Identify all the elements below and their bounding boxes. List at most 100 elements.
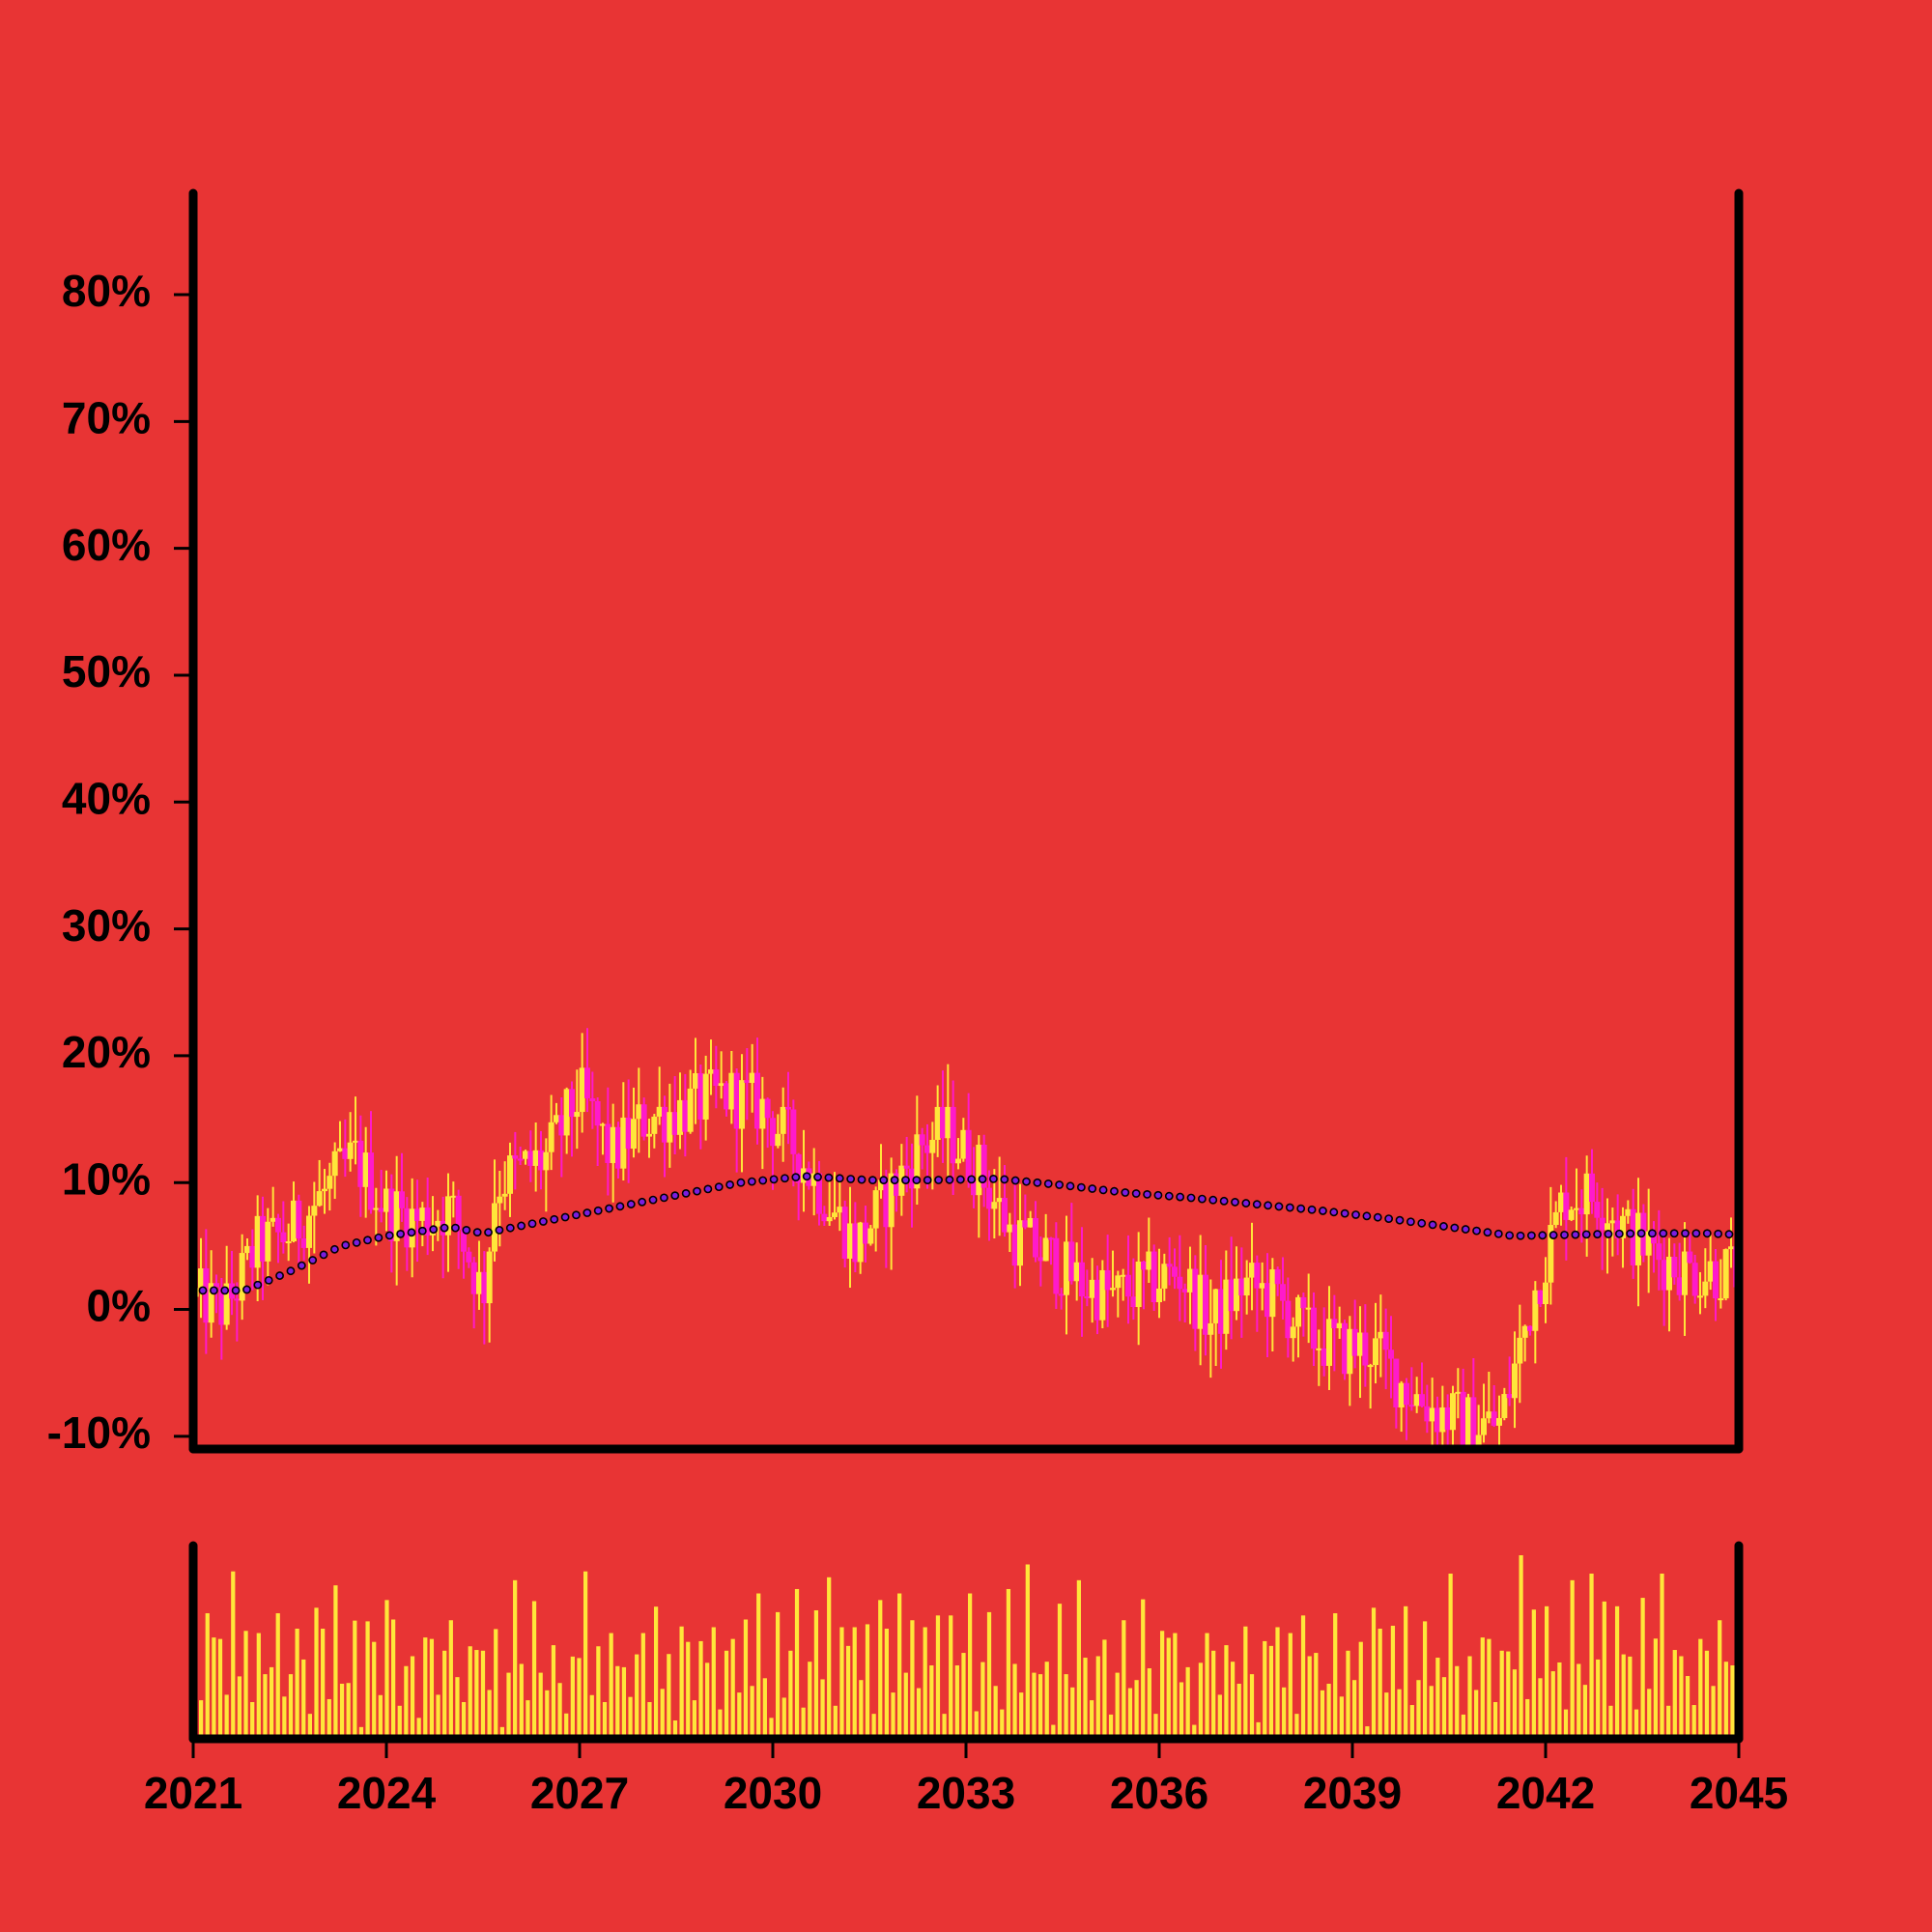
ma-point	[1340, 1208, 1350, 1218]
volume-bar	[711, 1627, 716, 1739]
volume-bar	[429, 1638, 435, 1739]
candle	[909, 1143, 915, 1228]
volume-bar	[788, 1650, 793, 1739]
candle-body	[1532, 1290, 1539, 1331]
ma-point	[1636, 1229, 1646, 1238]
volume-bar	[1647, 1689, 1652, 1739]
candle-body	[1342, 1322, 1348, 1375]
candle	[749, 1043, 755, 1113]
candle	[1378, 1294, 1384, 1378]
ma-point	[967, 1175, 977, 1184]
candle-body	[775, 1133, 781, 1147]
candle-body	[1378, 1331, 1384, 1339]
volume-bar	[416, 1718, 421, 1739]
ma-point	[934, 1176, 943, 1184]
volume-bar	[1173, 1633, 1178, 1739]
candle-body	[1388, 1350, 1394, 1359]
candle	[878, 1144, 884, 1199]
candle	[285, 1223, 292, 1262]
candle	[1177, 1235, 1183, 1321]
ma-point	[989, 1174, 998, 1183]
candle	[867, 1225, 874, 1246]
candle-body	[671, 1112, 678, 1135]
candle-body	[934, 1106, 941, 1140]
candle-body	[605, 1123, 611, 1164]
volume-bar	[1358, 1641, 1363, 1739]
volume-bar	[1614, 1605, 1620, 1739]
candle-body	[656, 1106, 663, 1117]
candle	[671, 1075, 678, 1154]
candle-body	[1413, 1394, 1420, 1406]
volume-bar	[1012, 1663, 1017, 1739]
volume-bar	[282, 1696, 287, 1739]
candle-body	[306, 1215, 312, 1248]
candle-body	[1435, 1407, 1440, 1433]
candle-body	[589, 1097, 596, 1101]
candle-body	[945, 1106, 952, 1139]
candle	[584, 1028, 590, 1113]
candle-body	[1630, 1208, 1636, 1265]
volume-bar	[1467, 1656, 1472, 1739]
volume-bar	[1711, 1686, 1716, 1739]
candle-body	[780, 1106, 786, 1134]
candle	[733, 1068, 740, 1173]
volume-bar	[1519, 1555, 1523, 1739]
ma-point	[1186, 1193, 1196, 1203]
candle	[934, 1085, 941, 1157]
candle	[470, 1257, 477, 1329]
ma-point	[440, 1223, 449, 1233]
volume-bar	[1525, 1698, 1530, 1739]
candle	[1336, 1306, 1343, 1339]
candle-body	[455, 1195, 462, 1230]
ma-point	[407, 1228, 416, 1237]
candle-body	[1578, 1208, 1585, 1215]
candle	[384, 1170, 389, 1232]
candle-body	[1558, 1192, 1564, 1212]
candle-body	[249, 1245, 256, 1268]
y-tick-label: 50%	[62, 646, 151, 696]
candle-body	[1254, 1263, 1261, 1289]
volume-bar	[776, 1611, 781, 1739]
ma-point	[1143, 1189, 1151, 1199]
candle-body	[384, 1188, 389, 1212]
ma-point	[275, 1271, 284, 1280]
candle-body	[1398, 1382, 1405, 1407]
candle-body	[1718, 1298, 1724, 1301]
volume-bar	[1577, 1663, 1581, 1739]
volume-bar	[647, 1702, 652, 1739]
candle-body	[903, 1165, 910, 1169]
candle-body	[759, 1098, 766, 1129]
volume-bar	[1691, 1705, 1696, 1739]
candle-body	[986, 1187, 992, 1209]
candle-body	[254, 1215, 261, 1268]
ma-point	[198, 1286, 208, 1295]
candle-body	[610, 1126, 616, 1164]
candle	[914, 1095, 921, 1205]
volume-bar	[442, 1650, 447, 1739]
candle	[1110, 1250, 1116, 1297]
volume-bar	[1070, 1687, 1075, 1739]
candle	[1465, 1393, 1471, 1449]
candle	[1439, 1385, 1446, 1446]
candle	[1254, 1255, 1261, 1332]
candle-body	[863, 1222, 868, 1244]
candle-body	[1274, 1269, 1281, 1285]
volume-bar	[986, 1611, 992, 1739]
ma-point	[1560, 1230, 1569, 1239]
volume-bar	[468, 1646, 472, 1739]
candle-body	[1661, 1260, 1667, 1291]
ma-point	[396, 1229, 406, 1238]
volume-bar	[968, 1593, 973, 1739]
volume-bar	[1019, 1692, 1024, 1739]
candle	[1311, 1292, 1317, 1367]
candle	[1274, 1266, 1281, 1296]
volume-bar	[1461, 1714, 1465, 1739]
candle-body	[1491, 1411, 1497, 1426]
volume-bar	[1563, 1709, 1569, 1739]
candle-body	[1722, 1249, 1729, 1299]
candle	[532, 1122, 539, 1192]
candle	[1398, 1380, 1405, 1433]
volume-bar	[813, 1610, 819, 1739]
candle	[863, 1206, 868, 1263]
